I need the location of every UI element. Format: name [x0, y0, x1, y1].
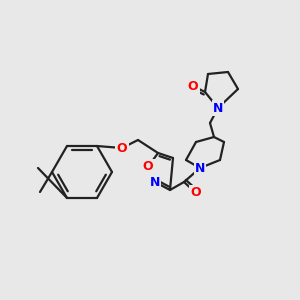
Text: O: O	[117, 142, 127, 154]
Text: O: O	[188, 80, 198, 92]
Text: N: N	[195, 161, 205, 175]
Text: O: O	[191, 187, 201, 200]
Text: N: N	[150, 176, 160, 188]
Text: O: O	[143, 160, 153, 173]
Text: N: N	[213, 101, 223, 115]
